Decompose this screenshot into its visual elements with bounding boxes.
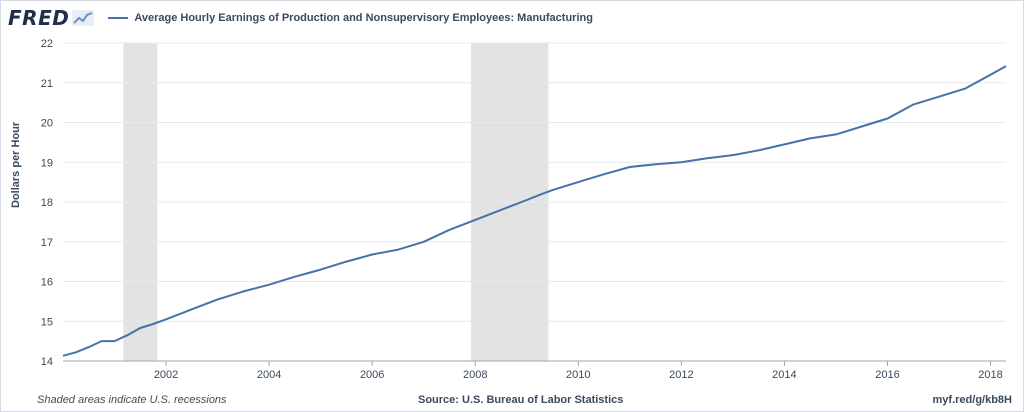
x-tick-label-2010: 2010: [566, 369, 590, 381]
y-tick-label-14: 14: [41, 356, 53, 368]
x-tick-label-2014: 2014: [772, 369, 796, 381]
legend-label: Average Hourly Earnings of Production an…: [134, 12, 593, 24]
chart-line-icon: [72, 10, 95, 26]
legend-swatch: [108, 17, 129, 19]
y-axis: 14 15 16 17 18 19 20 21 22: [41, 38, 53, 368]
legend: Average Hourly Earnings of Production an…: [108, 12, 593, 24]
x-tick-label-2008: 2008: [463, 369, 487, 381]
x-tick-label-2004: 2004: [257, 369, 281, 381]
x-tick-label-2012: 2012: [669, 369, 693, 381]
logo-text: FRED: [8, 6, 70, 30]
short-link[interactable]: myf.red/g/kb8H: [932, 394, 1012, 406]
y-tick-label-22: 22: [41, 38, 53, 50]
source-text: Source: U.S. Bureau of Labor Statistics: [418, 394, 624, 406]
chart-footer: Shaded areas indicate U.S. recessions So…: [0, 394, 1024, 408]
y-tick-label-16: 16: [41, 277, 53, 289]
y-tick-label-15: 15: [41, 316, 53, 328]
recession-note: Shaded areas indicate U.S. recessions: [37, 394, 227, 406]
x-tick-label-2016: 2016: [875, 369, 899, 381]
x-tick-label-2018: 2018: [978, 369, 1002, 381]
x-axis: 2002 2004 2006 2008 2010 2012 2014 2016 2018: [63, 360, 1006, 381]
series-group: [62, 65, 1007, 357]
y-tick-label-20: 20: [41, 118, 53, 130]
chart-header: FRED Average Hourly Earnings of Producti…: [8, 6, 593, 30]
x-tick-label-2002: 2002: [154, 369, 178, 381]
x-tick-label-2006: 2006: [360, 369, 384, 381]
y-tick-label-17: 17: [41, 237, 53, 249]
y-tick-label-18: 18: [41, 197, 53, 209]
y-tick-label-19: 19: [41, 157, 53, 169]
series-line-0: [62, 65, 1007, 357]
y-tick-label-21: 21: [41, 78, 53, 90]
fred-logo[interactable]: FRED: [8, 6, 95, 30]
